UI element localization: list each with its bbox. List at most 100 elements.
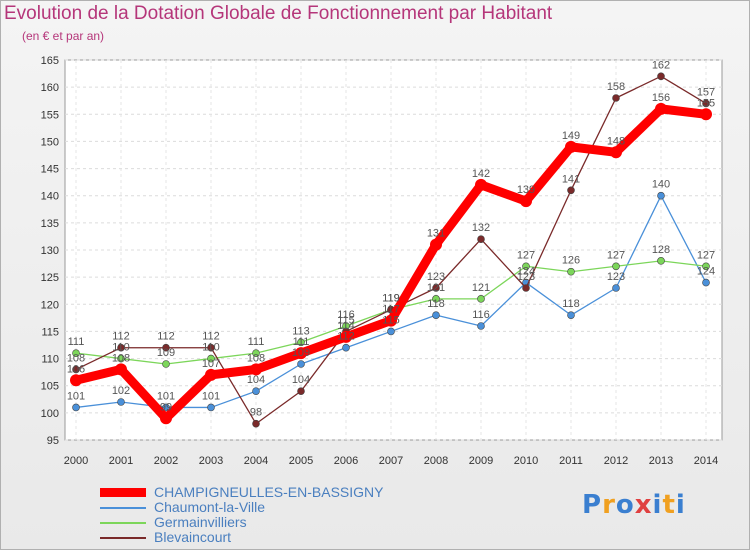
data-point (297, 387, 305, 395)
data-point (205, 368, 217, 381)
data-point (612, 284, 620, 292)
data-label: 127 (607, 249, 625, 261)
y-tick-label: 95 (47, 435, 59, 447)
data-point (432, 295, 440, 303)
y-tick-label: 110 (41, 354, 59, 366)
data-label: 148 (607, 135, 625, 147)
data-point (477, 235, 485, 243)
data-point (207, 354, 215, 363)
legend-label: Blevaincourt (154, 529, 232, 545)
data-label: 121 (472, 282, 490, 294)
x-tick-label: 2000 (64, 455, 88, 467)
x-tick-label: 2009 (469, 455, 493, 467)
data-point (700, 108, 712, 121)
data-label: 157 (697, 86, 715, 98)
data-label: 128 (652, 244, 670, 256)
data-label: 126 (562, 255, 580, 267)
data-point (252, 349, 260, 357)
data-label: 108 (112, 352, 130, 364)
x-tick-label: 2013 (649, 455, 673, 467)
data-label: 118 (562, 298, 580, 310)
data-label: 121 (427, 282, 445, 294)
data-label: 156 (652, 92, 670, 104)
x-tick-label: 2012 (604, 455, 628, 467)
logo-letter: x (634, 490, 653, 520)
data-label: 119 (382, 293, 400, 305)
data-point (475, 178, 487, 191)
data-point (522, 262, 530, 271)
data-point (432, 284, 440, 292)
data-point (117, 354, 125, 363)
x-tick-label: 2001 (109, 455, 133, 467)
legend-item: Germainvilliers (100, 515, 384, 530)
data-label: 104 (292, 374, 310, 386)
logo-letter: o (615, 490, 635, 520)
data-point (567, 267, 575, 276)
data-label: 104 (247, 374, 265, 386)
data-label: 112 (202, 331, 220, 343)
data-label: 108 (247, 352, 265, 364)
data-label: 142 (472, 168, 490, 180)
data-label: 102 (112, 385, 130, 397)
x-tick-label: 2008 (424, 455, 448, 467)
x-tick-label: 2003 (199, 455, 223, 467)
data-label: 127 (697, 249, 715, 261)
legend-swatch (100, 521, 146, 524)
legend-item: Chaumont-la-Ville (100, 500, 384, 515)
x-tick-label: 2014 (694, 455, 718, 467)
data-point (162, 403, 170, 412)
data-point (702, 262, 710, 271)
logo-letter: i (652, 490, 663, 520)
data-point (702, 278, 710, 287)
data-point (72, 349, 80, 357)
logo-letter: P (582, 490, 603, 520)
data-point (657, 72, 665, 81)
legend-swatch (100, 488, 146, 497)
chart-title: Evolution de la Dotation Globale de Fonc… (4, 3, 553, 24)
data-label: 109 (157, 347, 175, 359)
data-label: 162 (652, 59, 670, 71)
data-point (297, 338, 305, 347)
data-point (340, 330, 352, 343)
x-tick-label: 2002 (154, 455, 178, 467)
data-point (342, 343, 350, 352)
y-tick-label: 145 (41, 164, 59, 176)
y-tick-label: 125 (41, 272, 59, 284)
data-label: 110 (112, 342, 130, 354)
logo-letter: i (675, 490, 686, 520)
data-label: 132 (472, 222, 490, 234)
y-tick-label: 135 (41, 218, 59, 230)
data-point (72, 403, 80, 412)
data-point (565, 140, 577, 153)
y-tick-label: 150 (41, 136, 59, 148)
data-label: 106 (67, 363, 85, 375)
y-tick-label: 105 (41, 381, 59, 393)
data-point (657, 257, 665, 265)
data-point (702, 99, 710, 108)
data-point (430, 238, 442, 251)
y-tick-label: 155 (41, 109, 59, 121)
data-label: 112 (337, 331, 355, 343)
data-point (297, 360, 305, 368)
data-point (207, 343, 215, 352)
data-point (70, 374, 82, 387)
x-tick-label: 2004 (244, 455, 268, 467)
logo-letter: t (662, 490, 676, 520)
data-label: 111 (293, 336, 310, 348)
data-label: 115 (337, 314, 355, 326)
data-label: 99 (160, 401, 172, 413)
proxiti-logo: Proxiti (582, 490, 686, 520)
data-label: 112 (112, 331, 130, 343)
x-tick-label: 2006 (334, 455, 358, 467)
data-label: 118 (427, 298, 445, 310)
data-label: 155 (697, 97, 715, 109)
data-label: 131 (427, 228, 445, 240)
data-label: 111 (68, 336, 85, 348)
legend-swatch (100, 536, 146, 539)
data-label: 101 (157, 390, 175, 402)
data-point (117, 343, 125, 352)
data-label: 98 (250, 407, 262, 419)
y-tick-label: 165 (41, 55, 59, 67)
data-label: 123 (517, 271, 535, 283)
